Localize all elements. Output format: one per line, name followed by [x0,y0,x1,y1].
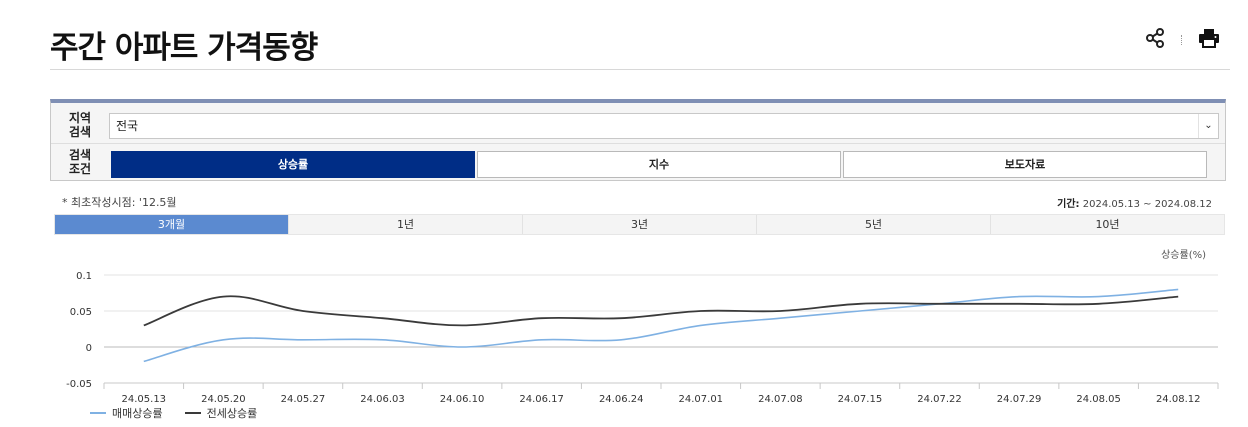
x-tick-label: 24.06.03 [360,394,405,405]
x-tick-label: 24.07.01 [679,394,724,405]
legend-item-sale: 매매상승률 [90,405,163,421]
line-chart: 상승률(%) 0.1 0.05 0 -0.05 24.05.13 24.05.20 24.05… [66,249,1219,405]
x-tick-label: 24.07.08 [758,394,803,405]
region-select-value: 전국 [116,119,139,133]
y-tick-label: -0.05 [66,379,92,390]
condition-index-button[interactable]: 지수 [477,151,841,178]
x-tick-label: 24.08.05 [1076,394,1121,405]
series-line-jeonse [143,295,1179,327]
tool-divider [1181,35,1182,45]
condition-press-button[interactable]: 보도자료 [843,151,1207,178]
y-axis-label: 상승률(%) [1161,249,1206,261]
legend-label-sale: 매매상승률 [112,407,163,420]
chevron-down-icon: ⌄ [1198,114,1218,138]
title-divider [50,69,1230,70]
tab-5-years[interactable]: 5년 [757,215,991,234]
chart-legend: 매매상승률 전세상승률 [90,405,257,421]
x-tick-label: 24.06.24 [599,394,644,405]
tab-3-months[interactable]: 3개월 [55,215,289,234]
search-panel: 지역 검색 전국 ⌄ 검색 조건 상승률 지수 보도자료 [50,99,1226,181]
x-tick-label: 24.06.17 [519,394,564,405]
y-tick-label: 0 [86,343,92,354]
legend-swatch-sale [90,412,106,414]
row-divider [51,143,1225,144]
legend-label-jeonse: 전세상승률 [206,407,258,420]
x-tick-label: 24.07.29 [997,394,1042,405]
x-tick-label: 24.05.20 [201,394,246,405]
creation-note: * 최초작성시점: '12.5월 [62,196,177,209]
tab-1-year[interactable]: 1년 [289,215,523,234]
legend-item-jeonse: 전세상승률 [184,405,258,421]
x-tick-label: 24.08.12 [1156,394,1201,405]
y-tick-label: 0.1 [76,271,92,282]
period-info: 기간: 2024.05.13 ~ 2024.08.12 [1057,195,1212,210]
x-tick-label: 24.05.13 [122,394,167,405]
x-tick-label: 24.06.10 [440,394,485,405]
period-label: 기간: [1057,199,1080,210]
tab-10-years[interactable]: 10년 [1095,218,1120,231]
print-icon[interactable] [1198,28,1220,52]
page-tools [1145,28,1220,52]
region-row: 지역 검색 전국 ⌄ [51,109,1225,141]
tab-3-years[interactable]: 3년 [523,215,757,234]
region-label: 지역 검색 [68,111,92,139]
page-title: 주간 아파트 가격동향 [50,30,318,66]
x-tick-label: 24.07.22 [917,394,962,405]
x-tick-label: 24.07.15 [838,394,883,405]
series-line-sale [143,288,1179,363]
condition-label: 검색 조건 [68,148,92,176]
range-tabs: 3개월 1년 3년 5년 10년 [54,214,1225,235]
condition-rate-button[interactable]: 상승률 [111,151,475,178]
legend-swatch-jeonse [184,412,201,414]
period-value: 2024.05.13 ~ 2024.08.12 [1082,199,1212,210]
x-tick-label: 24.05.27 [281,394,326,405]
y-tick-label: 0.05 [70,307,92,318]
share-icon[interactable] [1145,28,1165,52]
condition-row: 검색 조건 상승률 지수 보도자료 [51,146,1225,178]
region-select[interactable]: 전국 ⌄ [109,113,1219,139]
